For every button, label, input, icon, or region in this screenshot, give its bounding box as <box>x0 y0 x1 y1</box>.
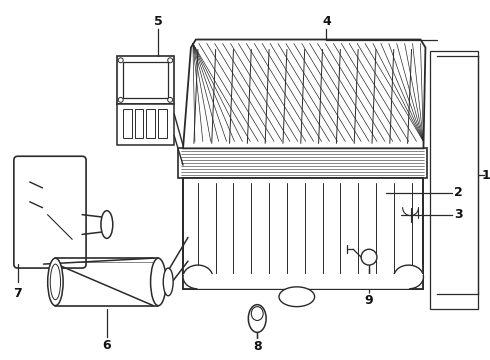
Polygon shape <box>183 274 423 289</box>
Bar <box>135 109 144 139</box>
Ellipse shape <box>394 265 423 289</box>
Text: 8: 8 <box>253 340 262 353</box>
Text: 4: 4 <box>322 15 331 28</box>
Ellipse shape <box>168 98 172 102</box>
Ellipse shape <box>361 249 377 265</box>
Bar <box>122 109 132 139</box>
Bar <box>396 281 406 289</box>
Bar <box>361 281 371 289</box>
Polygon shape <box>183 40 425 148</box>
Bar <box>25 170 74 217</box>
Text: 2: 2 <box>454 186 463 199</box>
Text: 7: 7 <box>13 287 22 300</box>
Text: 9: 9 <box>365 294 373 307</box>
Bar <box>430 51 478 309</box>
Ellipse shape <box>118 58 123 63</box>
Ellipse shape <box>251 307 263 320</box>
Text: 6: 6 <box>102 339 111 352</box>
Bar <box>147 109 155 139</box>
Text: 1: 1 <box>482 168 490 181</box>
Bar <box>282 281 292 289</box>
Text: 5: 5 <box>154 15 163 28</box>
Ellipse shape <box>279 287 315 307</box>
Bar <box>117 56 174 104</box>
Bar <box>183 264 423 289</box>
Bar <box>158 109 167 139</box>
Bar <box>203 281 213 289</box>
Bar <box>122 62 168 98</box>
Bar <box>243 281 252 289</box>
Ellipse shape <box>48 258 63 306</box>
Bar <box>178 148 427 178</box>
Ellipse shape <box>163 268 173 296</box>
Ellipse shape <box>183 265 213 289</box>
Ellipse shape <box>101 211 113 238</box>
Bar <box>117 104 174 145</box>
Bar <box>321 281 331 289</box>
FancyBboxPatch shape <box>14 156 86 268</box>
Ellipse shape <box>168 58 172 63</box>
Ellipse shape <box>248 305 266 332</box>
Ellipse shape <box>50 264 61 300</box>
Text: 3: 3 <box>454 208 463 221</box>
Bar <box>183 178 423 289</box>
Ellipse shape <box>118 98 123 102</box>
Ellipse shape <box>150 258 166 306</box>
